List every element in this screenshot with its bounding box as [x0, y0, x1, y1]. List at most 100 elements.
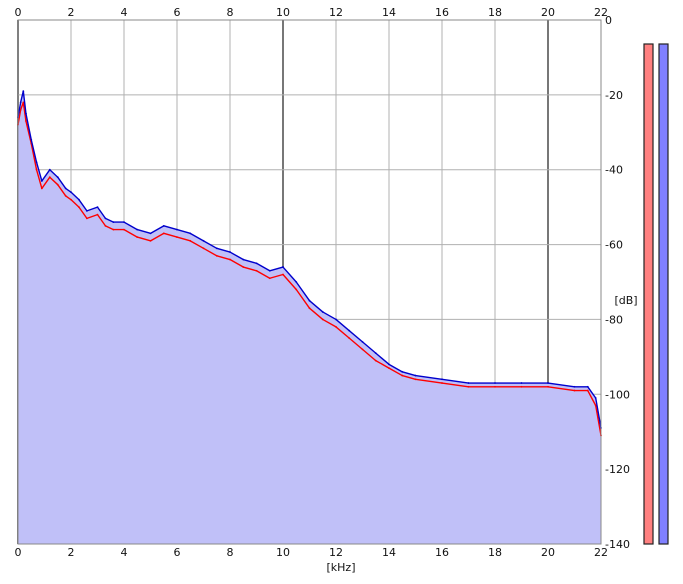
x-tick-label-bottom: 0	[15, 546, 22, 559]
spectrum-series	[17, 90, 602, 437]
x-tick-label-bottom: 6	[174, 546, 181, 559]
spectrum-point	[494, 385, 496, 388]
spectrum-point	[255, 262, 258, 265]
spectrum-point	[78, 198, 80, 201]
spectrum-point	[136, 228, 139, 231]
level-meters	[643, 43, 669, 545]
spectrum-point	[56, 183, 59, 186]
spectrum-point	[335, 326, 337, 328]
spectrum-point	[242, 266, 245, 268]
spectrum-line-left	[17, 101, 602, 436]
x-tick-label-bottom: 4	[121, 546, 128, 559]
y-axis-label: [dB]	[614, 294, 637, 307]
spectrum-point	[162, 224, 165, 227]
spectrum-point	[40, 180, 43, 182]
y-tick-labels: 0 -20 -40 -60 -80 -100 -120 -140	[605, 14, 630, 551]
spectrum-point	[202, 247, 205, 250]
spectrum-point	[78, 206, 80, 209]
spectrum-line-right	[17, 90, 602, 429]
spectrum-point	[64, 195, 67, 197]
spectrum-point	[136, 236, 139, 238]
spectrum-point	[215, 254, 218, 257]
x-tick-label-bottom: 16	[435, 546, 449, 559]
spectrum-point	[64, 187, 67, 190]
spectrum-point	[520, 385, 523, 388]
plot-frame	[17, 19, 602, 545]
spectrum-point	[162, 232, 165, 235]
x-tick-labels-bottom: 0 2 4 6 8 10 12 14 16 18 20 22	[15, 546, 609, 559]
spectrum-point	[441, 382, 443, 384]
spectrum-point	[22, 101, 25, 104]
spectrum-point	[149, 232, 152, 235]
spectrum-point	[348, 329, 351, 332]
spectrum-point	[586, 389, 589, 392]
spectrum-point	[361, 340, 364, 343]
spectrum-point	[112, 228, 115, 231]
x-tick-label-top: 6	[174, 6, 181, 19]
level-meter-left	[643, 43, 654, 545]
spectrum-point	[70, 198, 72, 201]
spectrum-point	[547, 382, 549, 384]
spectrum-point	[30, 138, 33, 141]
spectrum-point	[335, 318, 337, 321]
spectrum-point	[520, 382, 523, 384]
spectrum-point	[401, 374, 404, 377]
spectrum-point	[586, 385, 589, 388]
y-tick-label: -100	[605, 388, 630, 401]
x-tick-label-top: 14	[382, 6, 396, 19]
spectrum-point	[123, 221, 125, 224]
spectrum-point	[374, 359, 377, 362]
x-tick-label-top: 18	[488, 6, 502, 19]
spectrum-point	[70, 191, 72, 194]
spectrum-fill	[18, 91, 601, 544]
spectrum-point	[35, 161, 38, 164]
spectrum-point	[282, 273, 284, 276]
spectrum-point	[594, 397, 597, 399]
spectrum-point	[414, 378, 417, 381]
x-tick-label-bottom: 22	[594, 546, 608, 559]
spectrum-point	[268, 277, 271, 280]
x-axis-label: [kHz]	[327, 561, 356, 574]
spectrum-point	[361, 348, 364, 351]
x-tick-label-bottom: 18	[488, 546, 502, 559]
spectrum-area	[18, 91, 601, 544]
spectrum-point	[96, 213, 99, 216]
y-tick-label: -20	[605, 89, 623, 102]
spectrum-point	[374, 352, 377, 355]
y-tick-label: -60	[605, 239, 623, 252]
spectrum-point	[229, 258, 231, 261]
spectrum-point	[25, 120, 27, 122]
spectrum-point	[414, 374, 417, 377]
spectrum-point	[176, 228, 178, 231]
x-tick-label-bottom: 20	[541, 546, 555, 559]
spectrum-point	[594, 404, 597, 407]
spectrum-point	[176, 236, 178, 238]
spectrum-point	[40, 187, 43, 190]
x-tick-label-top: 10	[276, 6, 290, 19]
x-tick-labels-top: 0 2 4 6 8 10 12 14 16 18 20 22	[15, 6, 609, 19]
spectrum-point	[22, 90, 25, 93]
spectrum-point	[189, 239, 192, 242]
y-tick-label: -80	[605, 313, 623, 326]
spectrum-point	[573, 389, 576, 392]
spectrum-point	[441, 378, 443, 381]
spectrum-point	[268, 269, 271, 272]
spectrum-point	[56, 176, 59, 179]
spectrum-point	[494, 382, 496, 384]
spectrum-point	[202, 239, 205, 242]
x-tick-label-top: 22	[594, 6, 608, 19]
y-tick-label: -40	[605, 164, 623, 177]
x-tick-label-bottom: 2	[68, 546, 75, 559]
y-tick-label: 0	[605, 14, 612, 27]
spectrum-point	[48, 176, 51, 179]
x-tick-label-bottom: 10	[276, 546, 290, 559]
spectrum-point	[401, 370, 404, 373]
x-tick-label-top: 0	[15, 6, 22, 19]
spectrum-point	[467, 385, 470, 388]
x-tick-label-top: 16	[435, 6, 449, 19]
y-tick-label: -120	[605, 463, 630, 476]
spectrum-point	[25, 112, 27, 115]
spectrum-point	[48, 168, 51, 171]
spectrum-point	[321, 318, 324, 321]
